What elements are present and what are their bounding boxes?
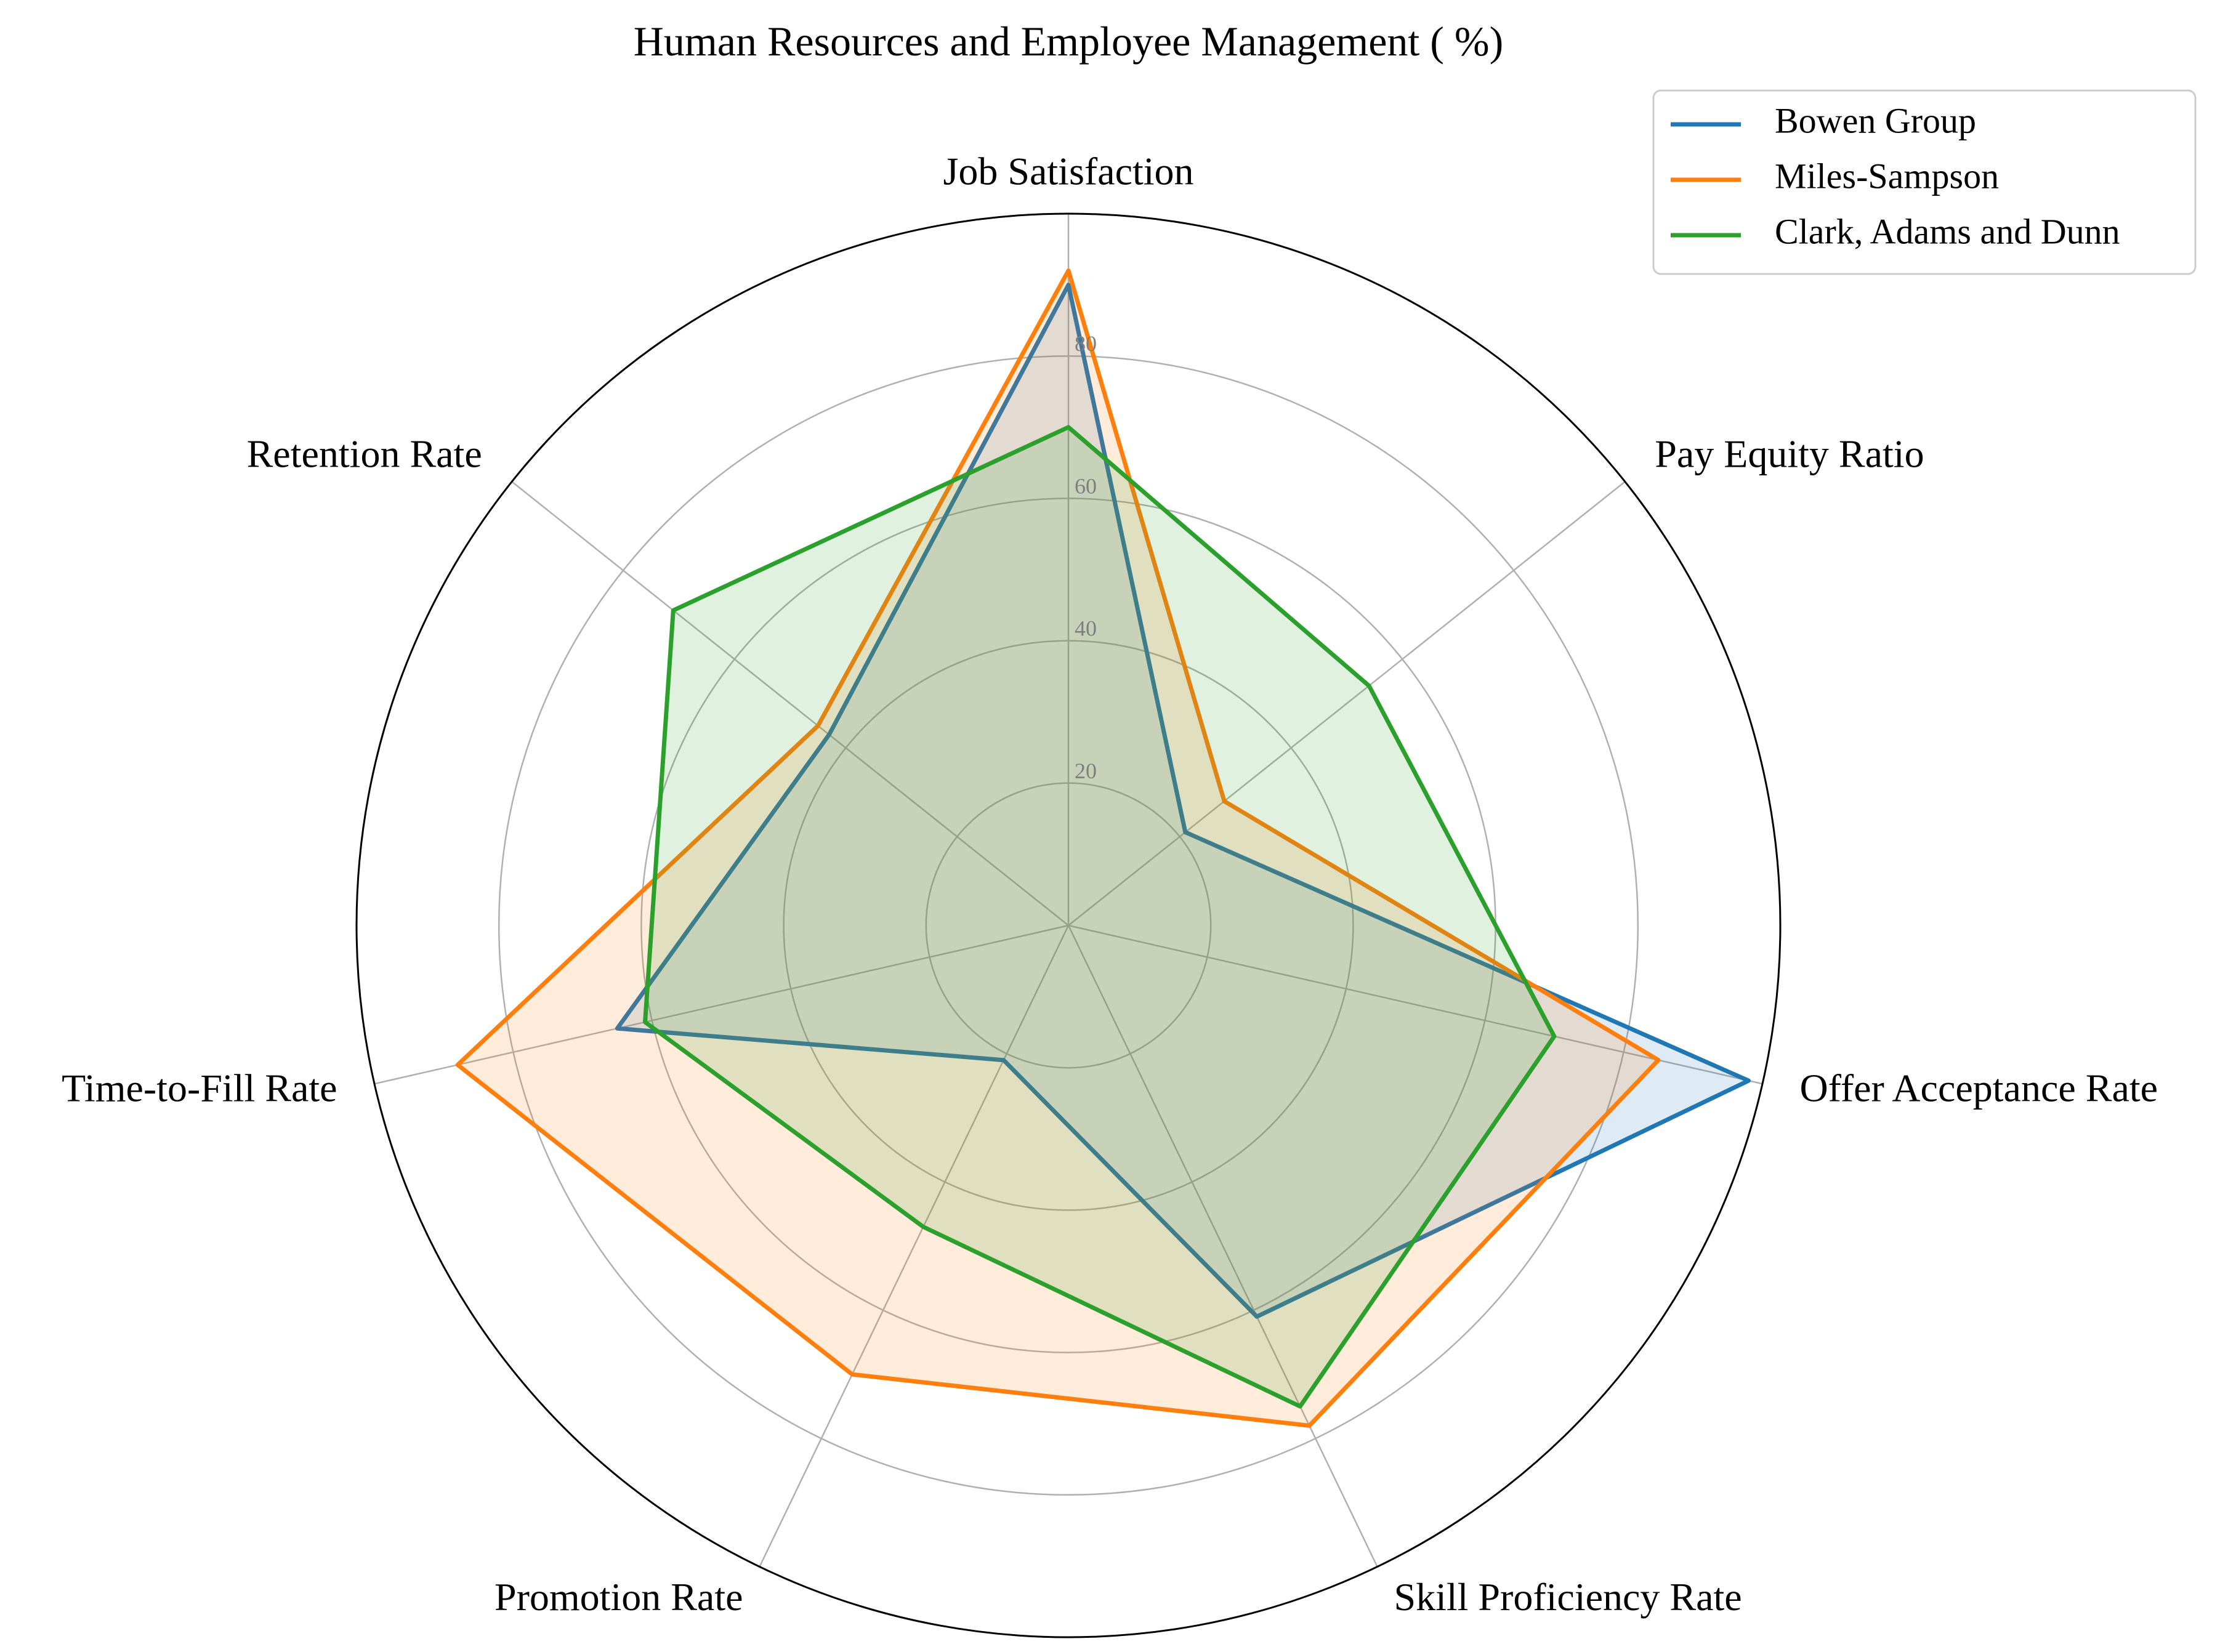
spoke-line xyxy=(1068,481,1626,926)
spoke-line xyxy=(1068,924,1763,1085)
category-label: Retention Rate xyxy=(247,432,482,475)
category-label: Time-to-Fill Rate xyxy=(62,1066,337,1110)
legend-box xyxy=(1652,89,2197,275)
category-label: Job Satisfaction xyxy=(943,150,1193,193)
chart-title: Human Resources and Employee Management … xyxy=(634,18,1503,65)
legend: Bowen Group Miles-Sampson Clark, Adams and… xyxy=(1652,89,2197,275)
tick-label: 60 xyxy=(1075,473,1097,498)
radar-series xyxy=(455,268,1751,1428)
spoke-line xyxy=(759,925,1070,1568)
series-line-1 xyxy=(455,268,1661,1428)
series-fill-0 xyxy=(617,284,1749,1317)
category-label: Skill Proficiency Rate xyxy=(1394,1575,1742,1619)
category-labels: Job Satisfaction Pay Equity Ratio Offer Ac… xyxy=(62,150,2158,1619)
tick-label: 80 xyxy=(1075,331,1097,356)
tick-label: 20 xyxy=(1075,759,1097,783)
radial-tick-labels: 20 40 60 80 xyxy=(1075,331,1097,783)
tick-label: 40 xyxy=(1075,616,1097,641)
category-label: Pay Equity Ratio xyxy=(1655,432,1924,475)
radar-grid xyxy=(355,212,1782,1638)
series-line-0 xyxy=(615,283,1751,1319)
legend-label: Bowen Group xyxy=(1775,100,1976,140)
legend-label: Clark, Adams and Dunn xyxy=(1775,211,2120,251)
spoke-line xyxy=(511,481,1069,926)
outer-frame xyxy=(355,212,1782,1638)
series-line-2 xyxy=(643,425,1557,1409)
legend-label: Miles-Sampson xyxy=(1775,156,1999,196)
series-fill-1 xyxy=(458,270,1659,1426)
category-label: Promotion Rate xyxy=(494,1575,743,1619)
category-label: Offer Acceptance Rate xyxy=(1799,1066,2158,1110)
series-fill-2 xyxy=(645,427,1554,1407)
spoke-line xyxy=(1067,925,1378,1568)
spoke-line xyxy=(374,924,1069,1085)
